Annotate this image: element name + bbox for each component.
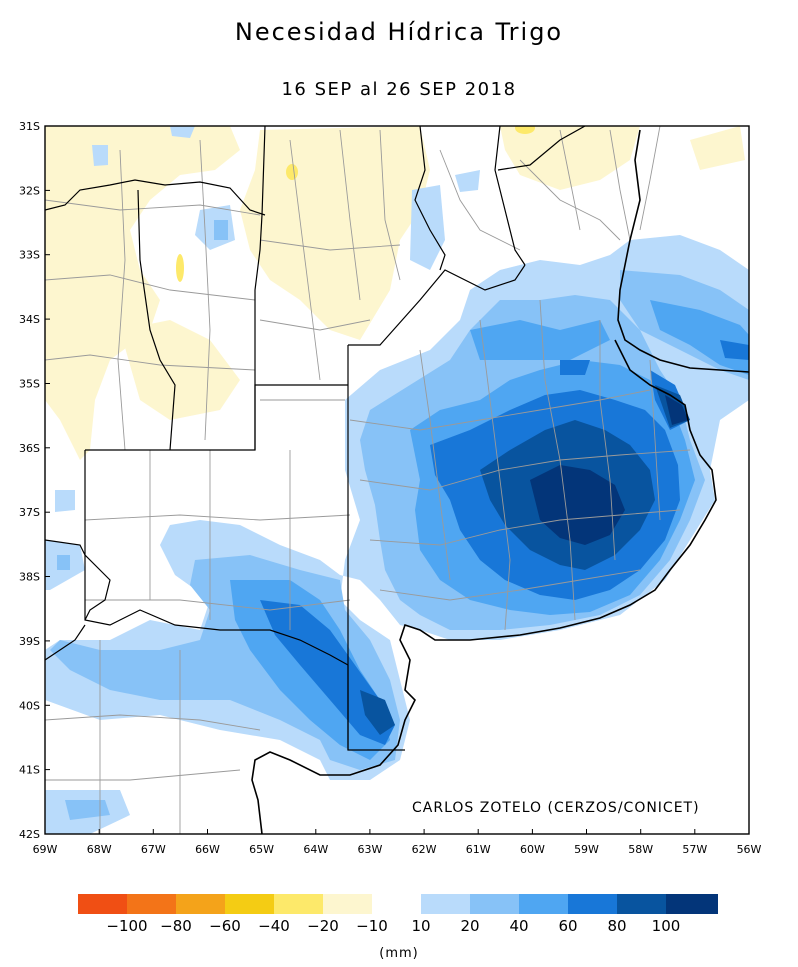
legend-swatch <box>323 894 372 914</box>
lat-label: 34S <box>19 313 40 326</box>
legend-swatch <box>568 894 617 914</box>
legend-swatch <box>666 894 718 914</box>
legend-label: 10 <box>411 917 430 935</box>
lat-label: 35S <box>19 378 40 391</box>
lon-labels: 69W 68W 67W 66W 65W 64W 63W 62W 61W 60W … <box>33 843 762 856</box>
lon-label: 57W <box>682 843 707 856</box>
legend-swatch <box>274 894 323 914</box>
lon-label: 63W <box>357 843 382 856</box>
units-label: (mm) <box>379 946 419 961</box>
legend-label: −60 <box>209 917 241 935</box>
lon-label: 64W <box>303 843 328 856</box>
lat-label: 38S <box>19 571 40 584</box>
map-frame <box>44 125 750 835</box>
legend-swatch <box>617 894 666 914</box>
legend-label: 40 <box>509 917 528 935</box>
lat-label: 36S <box>19 442 40 455</box>
wet-band-100 <box>530 395 688 545</box>
department-boundaries <box>45 126 691 834</box>
lon-label: 68W <box>87 843 112 856</box>
lon-label: 62W <box>412 843 437 856</box>
legend-swatch <box>78 894 127 914</box>
map-title: Necesidad Hídrica Trigo <box>234 18 564 46</box>
legend-label: −100 <box>106 917 147 935</box>
lon-label: 59W <box>574 843 599 856</box>
lat-label: 32S <box>19 184 40 197</box>
legend-label: −20 <box>307 917 339 935</box>
lat-labels: 31S 32S 33S 34S 35S 36S 37S 38S 39S 40S … <box>19 120 40 841</box>
legend-label: −40 <box>258 917 290 935</box>
dry-zones <box>45 126 745 460</box>
lat-label: 40S <box>19 699 40 712</box>
lat-label: 39S <box>19 635 40 648</box>
lat-label: 42S <box>19 828 40 841</box>
lon-axis <box>44 829 750 834</box>
lon-label: 67W <box>141 843 166 856</box>
legend-label: −10 <box>356 917 388 935</box>
lon-label: 60W <box>520 843 545 856</box>
map-subtitle: 16 SEP al 26 SEP 2018 <box>281 79 517 100</box>
legend-label: 100 <box>652 917 681 935</box>
map-area <box>45 126 749 834</box>
province-boundaries <box>45 126 586 751</box>
lat-label: 41S <box>19 764 40 777</box>
dry-spots <box>176 126 535 282</box>
legend-label: 20 <box>460 917 479 935</box>
legend-labels: −100 −80 −60 −40 −20 −10 10 20 40 60 80 … <box>106 917 680 935</box>
legend-swatch <box>127 894 176 914</box>
legend-label: 60 <box>558 917 577 935</box>
legend-swatch <box>519 894 568 914</box>
legend-swatch <box>421 894 470 914</box>
legend-label: 80 <box>607 917 626 935</box>
credit-text: CARLOS ZOTELO (CERZOS/CONICET) <box>412 800 700 816</box>
lon-label: 61W <box>466 843 491 856</box>
lon-label: 56W <box>737 843 762 856</box>
lat-label: 31S <box>19 120 40 133</box>
color-legend <box>78 894 718 914</box>
lat-axis <box>45 125 50 835</box>
legend-swatch <box>176 894 225 914</box>
lat-label: 33S <box>19 249 40 262</box>
lon-label: 66W <box>195 843 220 856</box>
legend-swatch <box>470 894 519 914</box>
lon-label: 58W <box>628 843 653 856</box>
legend-swatch <box>372 894 421 914</box>
lat-label: 37S <box>19 506 40 519</box>
lon-label: 65W <box>249 843 274 856</box>
lon-label: 69W <box>33 843 58 856</box>
legend-label: −80 <box>160 917 192 935</box>
coastline <box>251 129 749 834</box>
legend-swatch <box>225 894 274 914</box>
